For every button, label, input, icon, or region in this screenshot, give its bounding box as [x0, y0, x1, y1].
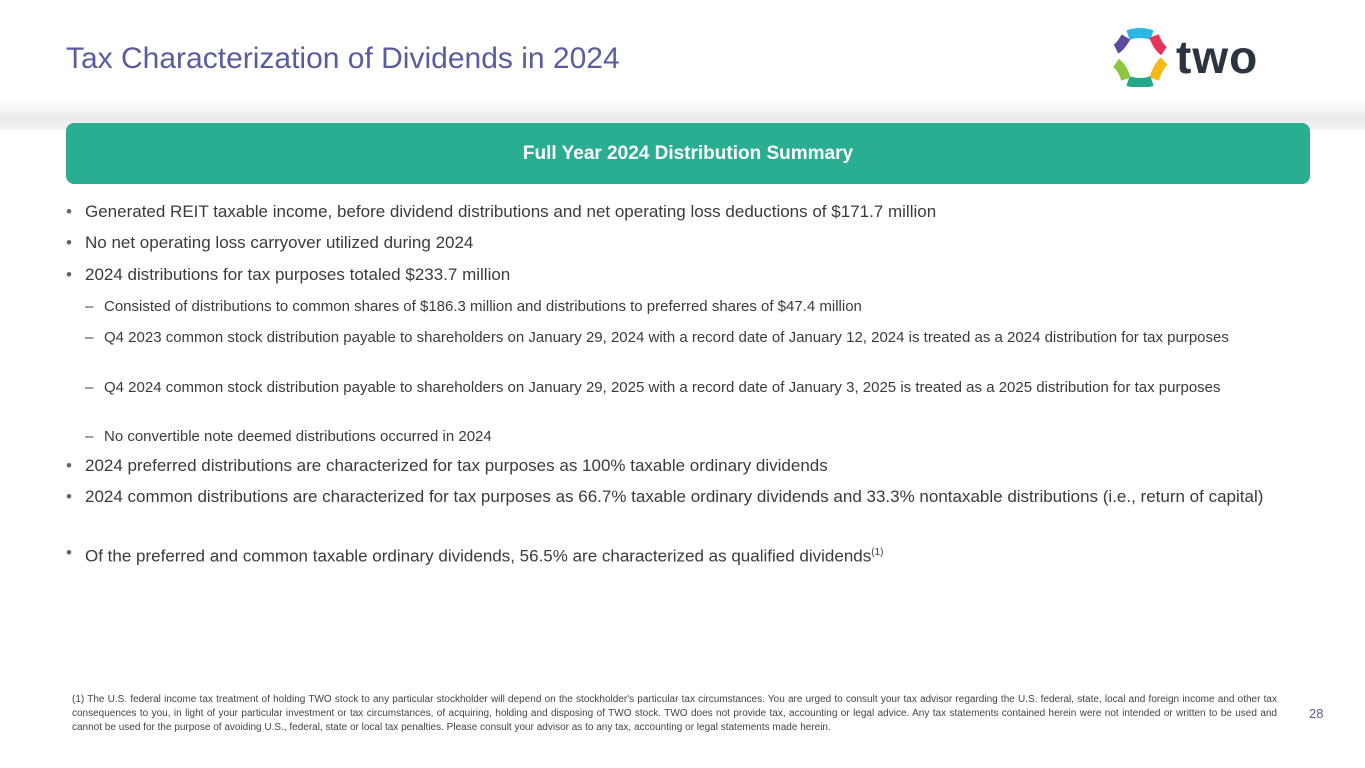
page-number: 28	[1309, 706, 1324, 721]
bullet-text: Of the preferred and common taxable ordi…	[85, 546, 872, 566]
company-logo: two	[1112, 27, 1258, 87]
sub-bullet-item: – Q4 2024 common stock distribution payab…	[85, 378, 1315, 397]
bullet-item: • No net operating loss carryover utilize…	[66, 231, 1316, 255]
bullet-text: 2024 common distributions are characteri…	[85, 487, 1264, 506]
sub-bullet-text: Q4 2023 common stock distribution payabl…	[104, 329, 1229, 346]
bullet-item: • 2024 preferred distributions are charac…	[66, 454, 1316, 478]
bullet-text: Generated REIT taxable income, before di…	[85, 202, 937, 221]
bullet-text: 2024 preferred distributions are charact…	[85, 456, 828, 475]
sub-bullet-item: – Consisted of distributions to common sh…	[85, 297, 1315, 316]
bullet-text: 2024 distributions for tax purposes tota…	[85, 265, 511, 284]
bullet-text: No net operating loss carryover utilized…	[85, 233, 474, 252]
bullet-item: • Generated REIT taxable income, before d…	[66, 200, 1316, 224]
sub-bullet-text: Consisted of distributions to common sha…	[104, 298, 862, 315]
bullet-item: • 2024 common distributions are character…	[66, 485, 1296, 509]
page-title: Tax Characterization of Dividends in 202…	[66, 42, 620, 75]
logo-text: two	[1176, 31, 1259, 83]
bullet-item: • Of the preferred and common taxable ord…	[66, 543, 884, 566]
logo-mark-icon	[1112, 28, 1168, 87]
sub-bullet-text: No convertible note deemed distributions…	[104, 428, 492, 445]
section-banner: Full Year 2024 Distribution Summary	[66, 123, 1310, 184]
sub-bullet-item: – No convertible note deemed distribution…	[85, 427, 1315, 446]
sub-bullet-item: – Q4 2023 common stock distribution payab…	[85, 328, 1315, 347]
bullet-item: • 2024 distributions for tax purposes tot…	[66, 263, 1316, 287]
footnote: (1) The U.S. federal income tax treatmen…	[72, 694, 1277, 733]
sub-bullet-text: Q4 2024 common stock distribution payabl…	[104, 379, 1221, 396]
footnote-marker: (1)	[871, 547, 884, 558]
